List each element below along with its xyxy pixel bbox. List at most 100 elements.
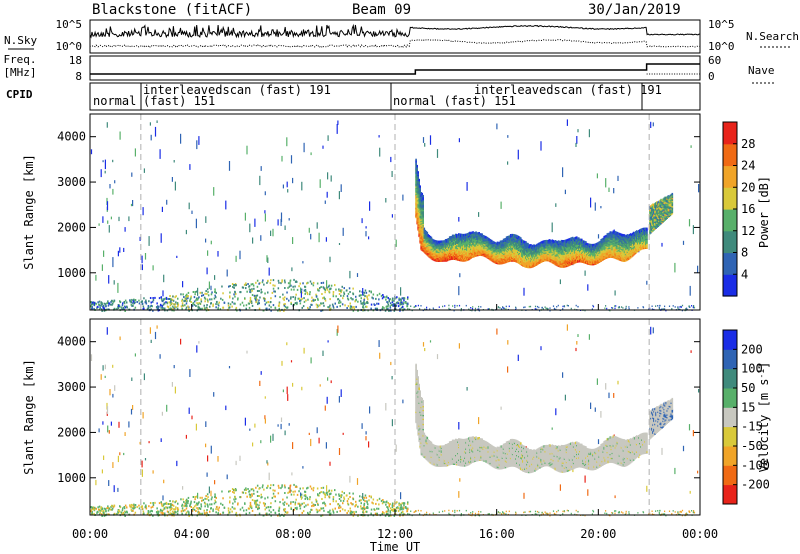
echo-band-cell [542, 248, 544, 251]
echo-band-cell [550, 243, 553, 247]
echo-band-cell [532, 246, 534, 249]
echo-band-cell [600, 254, 602, 257]
echo-band-cell [417, 171, 419, 174]
echo-band-cell [460, 256, 462, 259]
echo-band-cell [557, 256, 560, 260]
echo-band-cell [605, 252, 607, 256]
echo-band-cell [557, 240, 560, 243]
ground-scatter-cell [204, 297, 207, 300]
echo-band-cell [418, 232, 420, 235]
echo-band-cell [577, 259, 579, 262]
ground-scatter-cell [352, 309, 355, 312]
noise-echo-cell [692, 225, 694, 235]
echo-band-cell [502, 251, 505, 254]
noise-echo-cell [270, 230, 272, 236]
echo-band-cell [519, 258, 521, 261]
noise-echo-cell [292, 237, 294, 244]
echo-band-cell [489, 256, 492, 260]
echo-band-cell [508, 258, 511, 261]
echo-band-cell [447, 246, 450, 250]
echo-band-cell [516, 260, 518, 263]
low-scatter-cell [477, 308, 479, 310]
echo-band-cell [577, 247, 579, 250]
echo-band-cell [501, 242, 504, 246]
echo-band-cell [509, 258, 512, 261]
echo-band-cell [467, 239, 469, 242]
echo-band-cell [562, 260, 565, 263]
echo-band-cell [566, 263, 569, 266]
echo-band-cell [487, 250, 490, 253]
echo-band-cell [468, 240, 470, 243]
ground-scatter-cell [184, 297, 186, 300]
echo-band-cell [480, 249, 482, 253]
echo-band-cell [496, 244, 499, 247]
echo-band-cell [417, 222, 419, 225]
echo-band-cell [537, 258, 539, 261]
echo-band-cell [441, 244, 444, 247]
low-scatter-cell [478, 309, 481, 312]
echo-band-cell [488, 248, 491, 251]
echo-band-cell [552, 242, 555, 245]
echo-band-cell [428, 237, 431, 240]
echo-band-cell [422, 240, 424, 243]
echo-band-cell [415, 203, 417, 206]
echo-band-cell [536, 259, 538, 262]
echo-band-cell [415, 193, 417, 196]
echo-band-cell [430, 255, 433, 259]
echo-band-cell [432, 251, 435, 255]
echo-band-cell [440, 255, 443, 259]
echo-band-cell [498, 252, 501, 255]
echo-band-cell [524, 246, 526, 249]
echo-band-cell [574, 243, 577, 246]
ground-scatter-cell [323, 287, 326, 290]
echo-band-cell [570, 257, 573, 260]
echo-band-cell [494, 243, 497, 246]
ground-scatter-cell [366, 305, 368, 308]
echo-band-cell [415, 176, 417, 179]
low-scatter-cell [659, 304, 661, 307]
ground-scatter-cell [263, 299, 266, 302]
echo-band-cell [415, 194, 417, 197]
ground-scatter-cell [287, 286, 289, 289]
echo-band-cell [460, 234, 462, 238]
ground-scatter-cell [188, 307, 190, 310]
low-scatter-cell [456, 305, 458, 307]
low-scatter-cell [628, 306, 630, 308]
echo-band-cell [422, 230, 424, 233]
echo-band-cell [558, 247, 561, 250]
echo-band-cell [560, 259, 563, 262]
echo-band-cell [571, 250, 574, 254]
echo-band-cell [473, 232, 475, 235]
echo-band-cell [517, 259, 519, 262]
ground-scatter-cell [277, 287, 280, 290]
echo-band-cell [450, 241, 453, 244]
ground-scatter-cell [134, 301, 136, 304]
echo-band-cell [577, 252, 579, 256]
echo-band-cell [501, 251, 504, 254]
ground-scatter-cell [272, 279, 275, 282]
ground-scatter-cell [283, 298, 285, 301]
ground-scatter-cell [393, 299, 395, 302]
low-scatter-cell [651, 305, 653, 307]
echo-band-cell [535, 254, 537, 257]
ground-scatter-cell [134, 306, 137, 309]
echo-band-cell [604, 251, 606, 255]
noise-echo-cell [330, 175, 332, 182]
echo-band-cell [565, 250, 568, 254]
echo-band-cell [487, 247, 490, 251]
echo-band-cell [537, 255, 539, 259]
ground-scatter-cell [199, 308, 202, 311]
echo-band-cell [566, 245, 569, 248]
echo-band-cell [478, 249, 480, 253]
echo-band-cell [493, 248, 496, 251]
echo-band-cell [428, 240, 431, 243]
noise-echo-cell [395, 239, 397, 247]
echo-band-cell [587, 245, 589, 249]
echo-band-cell [602, 250, 604, 253]
ground-scatter-cell [119, 300, 121, 303]
echo-band-cell [530, 263, 532, 266]
ground-scatter-cell [147, 305, 150, 307]
ground-scatter-cell [103, 309, 106, 312]
echo-band-cell [459, 233, 461, 236]
ground-scatter-cell [355, 295, 357, 298]
